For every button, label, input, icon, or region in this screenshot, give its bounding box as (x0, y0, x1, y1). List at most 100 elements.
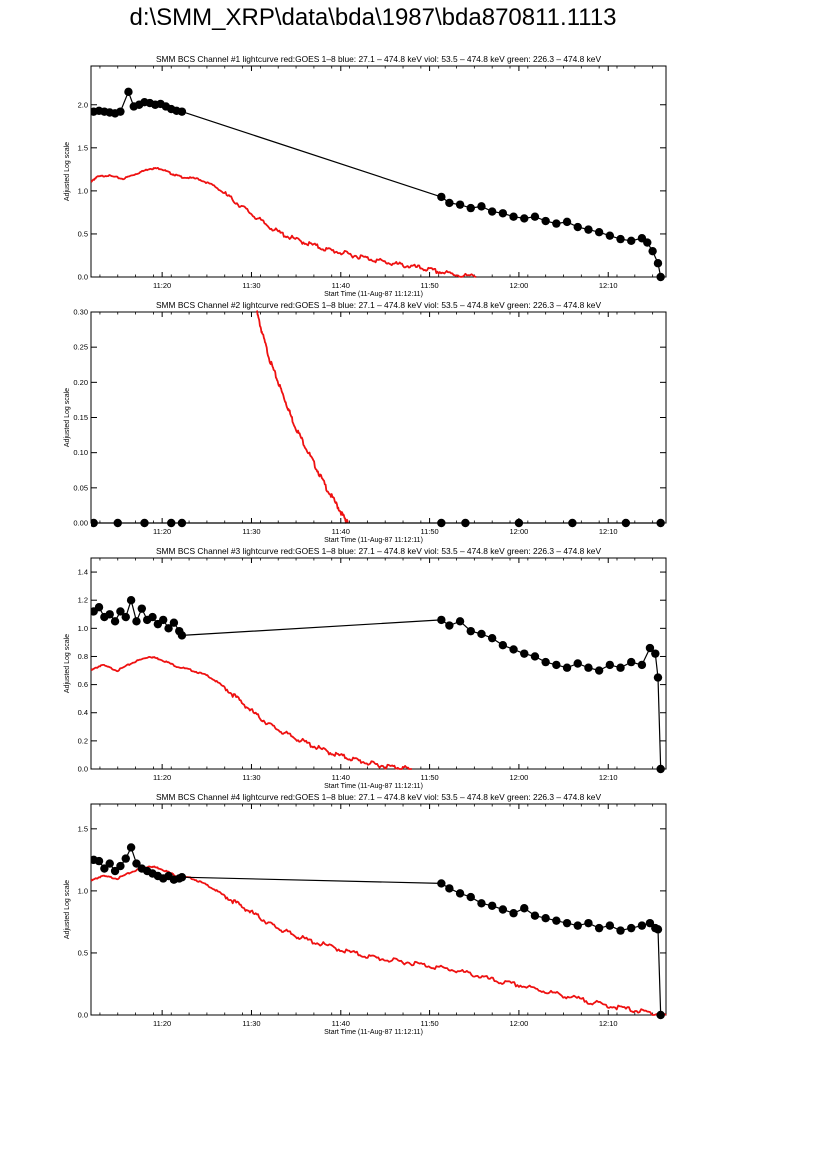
chart-panel-4: SMM BCS Channel #4 lightcurve red:GOES 1… (64, 792, 667, 1036)
chart-4-bcs-point (121, 854, 130, 863)
chart-2-xtick-label: 11:20 (153, 527, 171, 536)
chart-1-bcs-point (455, 200, 465, 209)
chart-1-bcs-point (594, 228, 604, 237)
chart-1-bcs-point (584, 225, 593, 234)
chart-3-bcs-point (645, 643, 655, 653)
chart-2-xtick-label: 11:50 (420, 527, 438, 536)
chart-4-ytick-label: 1.0 (78, 886, 88, 895)
chart-3-ytick-label: 0.0 (78, 765, 88, 774)
chart-3-bcs-point (445, 621, 454, 630)
chart-2-xtick-label: 11:30 (242, 527, 260, 536)
chart-3-bcs-point (541, 657, 550, 667)
chart-4-bcs-point (477, 899, 486, 908)
chart-4-bcs-point (584, 918, 593, 928)
chart-1-bcs-point (627, 236, 636, 246)
chart-3-bcs-point (627, 657, 636, 667)
chart-1-bcs-point (653, 259, 663, 268)
chart-3-bcs-point (509, 645, 518, 654)
chart-1-ytick-label: 1.5 (78, 143, 88, 152)
chart-3-bcs-point (126, 596, 136, 605)
chart-4-bcs-point (445, 884, 454, 893)
chart-1-bcs-point (498, 209, 508, 218)
chart-4-bcs-point (552, 916, 561, 925)
chart-4-xlabel: Start Time (11-Aug-87 11:12:11) (324, 1029, 423, 1036)
chart-4-bcs-point (177, 873, 187, 882)
chart-1-bcs-point (530, 212, 540, 221)
chart-4-bcs-point (656, 1010, 665, 1020)
chart-1-bcs-point (643, 238, 652, 247)
chart-3-bcs-point (520, 649, 529, 658)
chart-3-bcs-point (552, 660, 561, 670)
chart-panel-2: SMM BCS Channel #2 lightcurve red:GOES 1… (64, 300, 667, 544)
chart-4-bcs-curve (93, 846, 662, 1016)
chart-4-ylabel: Adjusted Log scale (64, 880, 71, 939)
chart-1-bcs-point (477, 202, 486, 211)
chart-3-ytick-label: 0.2 (78, 736, 88, 745)
chart-4-bcs-point (627, 923, 636, 933)
chart-3-bcs-point (594, 666, 604, 675)
chart-1-xtick-label: 11:40 (332, 281, 350, 290)
chart-2-bcs-point (656, 518, 665, 528)
chart-3-bcs-curve (93, 599, 662, 770)
chart-1-bcs-point (552, 219, 561, 228)
chart-2-ytick-label: 0.25 (73, 343, 88, 352)
chart-1-bcs-point (466, 203, 475, 213)
chart-1-bcs-point (573, 222, 582, 232)
chart-4-bcs-point (530, 911, 540, 920)
chart-4-bcs-point (541, 913, 550, 923)
chart-3-xlabel: Start Time (11-Aug-87 11:12:11) (324, 783, 423, 790)
chart-2-plot-area (91, 310, 665, 528)
chart-4-bcs-point (132, 859, 141, 868)
chart-3-bcs-point (651, 649, 660, 658)
chart-4-bcs-point (94, 856, 104, 866)
chart-3-bcs-point (137, 604, 147, 613)
chart-3-bcs-point (487, 633, 497, 643)
chart-1-ylabel: Adjusted Log scale (64, 142, 71, 201)
chart-3-bcs-point (584, 663, 593, 672)
chart-1-bcs-curve (93, 91, 662, 278)
chart-3-bcs-point (177, 631, 187, 640)
chart-2-goes-curve (255, 310, 349, 524)
chart-4-bcs-point (455, 889, 465, 898)
chart-3-bcs-point (121, 612, 130, 622)
chart-2-ytick-label: 0.10 (73, 448, 88, 457)
chart-3-xtick-label: 11:30 (242, 773, 260, 782)
chart-2-ytick-label: 0.05 (73, 483, 88, 492)
chart-4-plot-frame (90, 803, 667, 1016)
chart-panel-3: SMM BCS Channel #3 lightcurve red:GOES 1… (64, 546, 667, 790)
chart-1-bcs-point (605, 231, 615, 240)
chart-3-xtick-label: 11:40 (332, 773, 350, 782)
chart-3-bcs-point (616, 663, 625, 672)
chart-1-bcs-point (437, 192, 446, 202)
chart-4-ytick-label: 0.5 (78, 948, 88, 957)
chart-2-bcs-point (91, 518, 98, 528)
chart-3-bcs-point (110, 617, 120, 626)
chart-3-bcs-point (164, 624, 173, 633)
chart-3-bcs-point (159, 615, 168, 625)
chart-1-xtick-label: 11:50 (420, 281, 438, 290)
chart-4-bcs-point (605, 921, 615, 930)
chart-panel-1: SMM BCS Channel #1 lightcurve red:GOES 1… (64, 54, 667, 298)
chart-1-ytick-label: 1.0 (78, 186, 88, 195)
chart-3-bcs-point (605, 660, 615, 670)
chart-3-ytick-label: 0.6 (78, 680, 88, 689)
chart-4-bcs-point (498, 905, 508, 914)
chart-4-bcs-point (520, 904, 529, 913)
chart-1-bcs-point (177, 107, 187, 116)
chart-4-bcs-point (105, 859, 114, 868)
chart-2-xtick-label: 12:00 (510, 527, 529, 536)
chart-3-bcs-point (637, 660, 647, 670)
chart-4-xtick-label: 11:20 (153, 1019, 171, 1028)
chart-3-goes-curve (91, 656, 413, 770)
chart-2-bcs-point (177, 518, 187, 528)
chart-3-ytick-label: 1.2 (78, 596, 88, 605)
chart-3-bcs-point (562, 663, 572, 672)
chart-3-xtick-label: 11:50 (420, 773, 438, 782)
chart-3-ytick-label: 0.4 (78, 708, 88, 717)
chart-1-bcs-point (116, 107, 125, 116)
chart-4-ytick-label: 0.0 (78, 1011, 88, 1020)
chart-1-title: SMM BCS Channel #1 lightcurve red:GOES 1… (156, 54, 601, 64)
chart-3-bcs-point (94, 603, 104, 612)
chart-4-xtick-label: 12:10 (599, 1019, 618, 1028)
chart-4-bcs-point (594, 923, 604, 933)
